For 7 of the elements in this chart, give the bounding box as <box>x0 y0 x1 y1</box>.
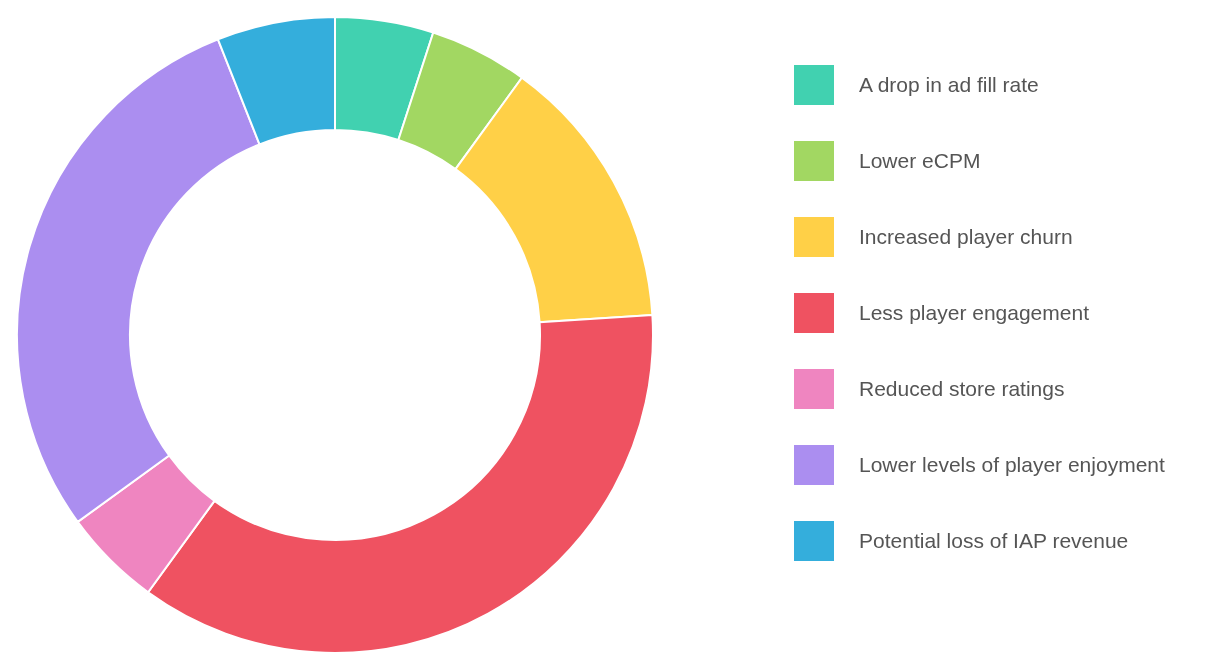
legend-label: Lower eCPM <box>859 148 981 172</box>
legend-label: Increased player churn <box>859 224 1073 248</box>
legend-label: Potential loss of IAP revenue <box>859 528 1129 552</box>
legend-label: Reduced store ratings <box>859 376 1065 400</box>
legend-label: A drop in ad fill rate <box>859 72 1039 96</box>
legend-label: Less player engagement <box>859 300 1089 324</box>
legend-label: Lower levels of player enjoyment <box>859 452 1165 476</box>
